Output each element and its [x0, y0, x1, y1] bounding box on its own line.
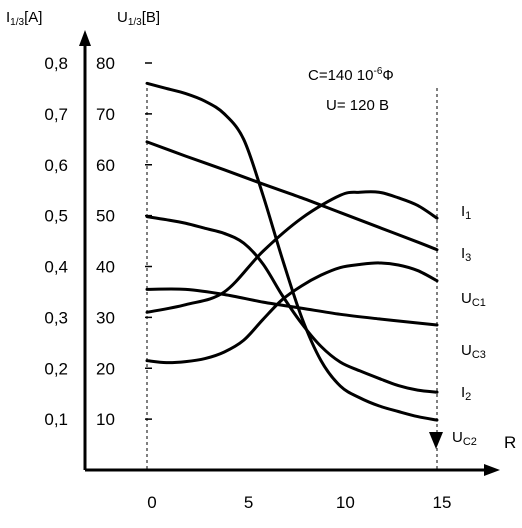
- current-tick-label: 0,6: [44, 156, 68, 175]
- x-tick-label: 0: [147, 493, 156, 512]
- current-tick-label: 0,1: [44, 410, 68, 429]
- voltage-tick-label: 10: [96, 410, 115, 429]
- x-tick-labels: 0 5 10 15: [147, 493, 451, 512]
- series-curves: [145, 81, 439, 422]
- current-tick-label: 0,3: [44, 308, 68, 327]
- x-axis-title: R: [504, 433, 516, 452]
- series-label-uc3: UC3: [461, 342, 486, 361]
- current-tick-label: 0,2: [44, 359, 68, 378]
- x-tick-label: 15: [433, 493, 452, 512]
- y-left-axis-title: I1/3[A]: [6, 9, 42, 28]
- series-line-uc3: [145, 261, 439, 365]
- voltage-tick-labels: 10 20 30 40 50 60 70 80: [96, 54, 115, 429]
- series-label-i1: I1: [461, 203, 471, 222]
- series-line-uc1: [145, 287, 439, 327]
- current-tick-labels: 0,1 0,2 0,3 0,4 0,5 0,6 0,7 0,8: [44, 54, 68, 429]
- annotation-voltage: U= 120 В: [326, 97, 389, 114]
- voltage-tick-label: 40: [96, 258, 115, 277]
- series-line-i1: [145, 140, 439, 252]
- voltage-tick-label: 20: [96, 359, 115, 378]
- series-line-i2: [145, 215, 439, 394]
- tick-marks: [145, 62, 152, 420]
- series-label-uc2: UC2: [452, 429, 477, 448]
- series-label-i3: I3: [461, 245, 471, 264]
- series-label-i2: I2: [461, 384, 471, 403]
- current-tick-label: 0,7: [44, 105, 68, 124]
- guide-lines: [146, 88, 438, 470]
- voltage-tick-label: 80: [96, 54, 115, 73]
- series-line-uc2: [145, 81, 439, 422]
- end-arrow: [429, 432, 443, 449]
- annotation-capacitance: C=140 10-6Ф: [308, 66, 394, 84]
- current-tick-label: 0,8: [44, 54, 68, 73]
- series-line-i3: [145, 190, 439, 314]
- x-tick-label: 5: [244, 493, 253, 512]
- y-right-axis-title: U1/3[B]: [117, 9, 160, 28]
- x-axis-arrow: [484, 464, 500, 476]
- x-tick-label: 10: [336, 493, 355, 512]
- voltage-tick-label: 60: [96, 156, 115, 175]
- current-tick-label: 0,5: [44, 207, 68, 226]
- series-label-uc1: UC1: [461, 290, 486, 309]
- current-tick-label: 0,4: [44, 258, 68, 277]
- voltage-tick-label: 30: [96, 308, 115, 327]
- voltage-tick-label: 70: [96, 105, 115, 124]
- voltage-tick-label: 50: [96, 207, 115, 226]
- y-axis-arrow: [79, 30, 91, 46]
- series-labels: I1 I3 UC1 UC3 I2 UC2: [452, 203, 486, 448]
